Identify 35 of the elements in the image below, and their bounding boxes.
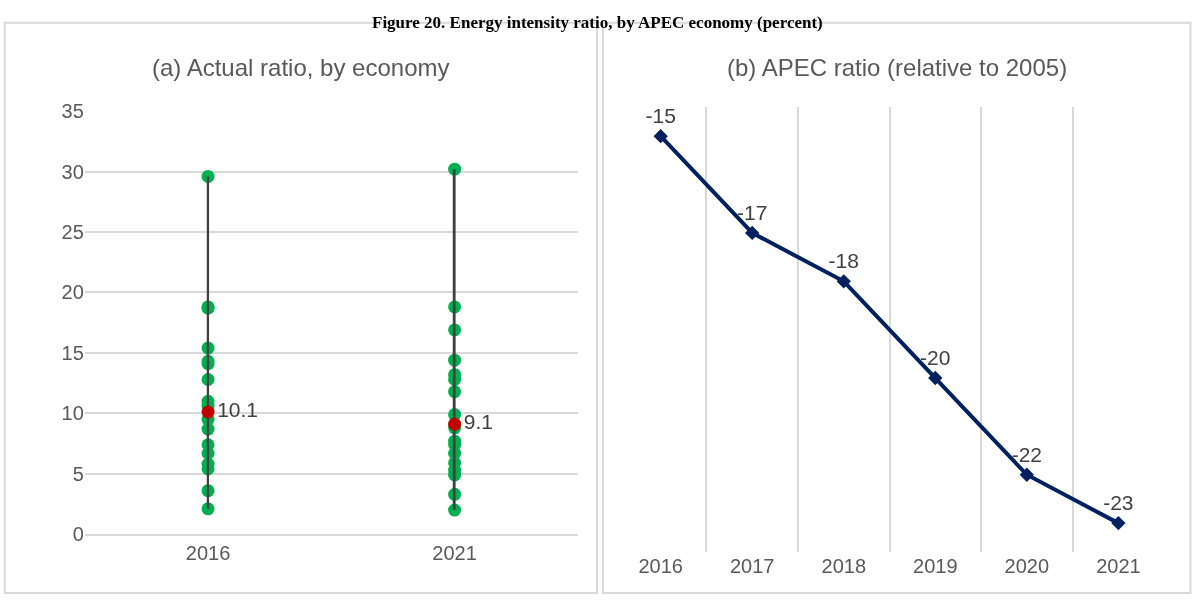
data-label: -18 [828, 249, 859, 273]
point [1019, 467, 1034, 482]
x-tick-label: 2019 [913, 555, 958, 578]
y-tick-label: 5 [72, 462, 84, 485]
x-tick-label: 2017 [729, 555, 775, 578]
x-tick-label: 2020 [1004, 555, 1050, 578]
x-tick-label: 2021 [1096, 555, 1141, 578]
y-tick-label: 15 [61, 341, 84, 364]
point [448, 417, 462, 431]
x-tick-label: 2016 [638, 555, 683, 578]
point [928, 370, 943, 386]
chart-title: (b) APEC ratio (relative to 2005) [727, 54, 1068, 81]
data-label: -15 [645, 104, 676, 128]
data-label: -20 [920, 345, 951, 369]
chart-title: (a) Actual ratio, by economy [152, 54, 450, 81]
x-tick-label: 2016 [185, 541, 231, 564]
point [1111, 515, 1126, 531]
data-label: -23 [1103, 490, 1134, 514]
data-label: -22 [1011, 442, 1043, 466]
data-label: 9.1 [463, 410, 493, 434]
data-label: -17 [737, 200, 768, 224]
y-tick-label: 0 [72, 523, 84, 546]
point [653, 129, 668, 144]
y-tick-label: 25 [61, 220, 84, 243]
y-tick-label: 10 [61, 402, 84, 425]
caption: Figure 20. Energy intensity ratio, by APEC economy (percent) [372, 13, 823, 32]
x-tick-label: 2018 [821, 555, 867, 578]
point [745, 225, 760, 241]
y-tick-label: 30 [61, 160, 84, 183]
point [836, 274, 851, 289]
y-tick-label: 20 [61, 281, 84, 304]
data-label: 10.1 [217, 398, 259, 422]
y-tick-label: 35 [61, 100, 84, 123]
x-tick-label: 2021 [432, 541, 477, 564]
point [201, 405, 215, 419]
